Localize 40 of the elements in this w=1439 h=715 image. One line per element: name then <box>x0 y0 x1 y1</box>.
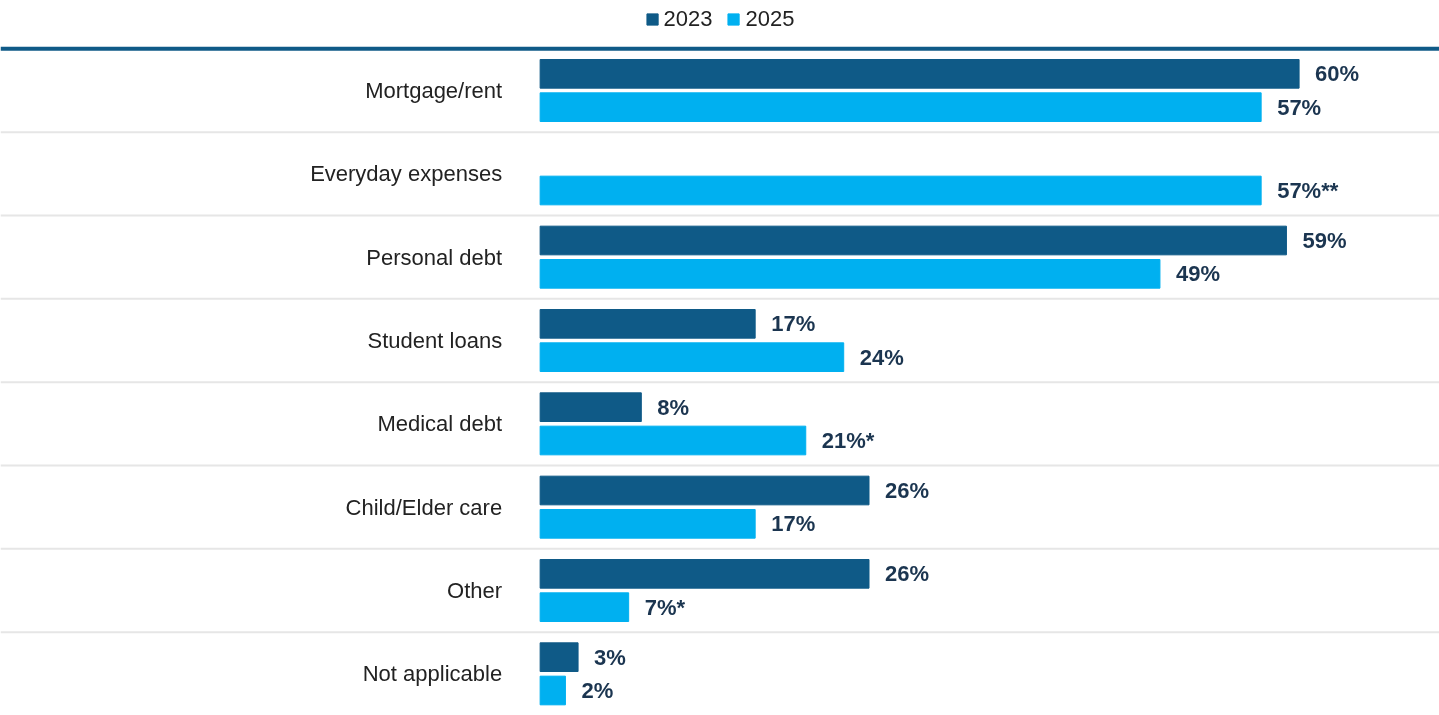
data-label: 8% <box>657 394 690 420</box>
y-tick-label: Medical debt <box>377 411 503 437</box>
y-tick-label: Personal debt <box>366 244 503 270</box>
bar <box>539 425 807 456</box>
bar <box>539 225 1287 256</box>
data-label: 17% <box>771 511 816 537</box>
data-label: 57%** <box>1277 178 1339 203</box>
data-label: 7%* <box>644 594 686 620</box>
y-tick-label: Student loans <box>367 328 503 353</box>
data-label: 57% <box>1277 94 1322 120</box>
data-label: 21%* <box>821 428 875 453</box>
bar <box>539 342 845 372</box>
y-tick-label: Child/Elder care <box>345 494 503 520</box>
data-label: 60% <box>1315 61 1360 87</box>
bar <box>539 309 756 339</box>
bar <box>539 642 579 672</box>
bar <box>539 59 1300 89</box>
bar <box>539 92 1262 122</box>
bar <box>539 509 756 539</box>
legend-label: 2025 <box>745 6 795 32</box>
bar <box>539 259 1161 289</box>
data-label: 49% <box>1175 261 1220 287</box>
legend-label: 2023 <box>663 6 713 32</box>
data-label: 17% <box>771 311 816 337</box>
bar <box>539 175 1262 206</box>
bar <box>539 592 630 622</box>
data-label: 26% <box>885 478 930 503</box>
data-label: 59% <box>1302 228 1347 253</box>
bar <box>539 675 566 706</box>
y-tick-label: Not applicable <box>362 661 503 687</box>
data-label: 24% <box>859 344 904 370</box>
bar <box>539 392 642 422</box>
data-label: 3% <box>594 644 626 670</box>
bar <box>539 559 870 589</box>
data-label: 26% <box>885 561 930 587</box>
bar <box>539 475 870 506</box>
y-tick-label: Everyday expenses <box>310 161 503 187</box>
data-label: 2% <box>581 678 614 703</box>
y-tick-label: Mortgage/rent <box>365 78 503 103</box>
y-tick-label: Other <box>447 578 503 603</box>
